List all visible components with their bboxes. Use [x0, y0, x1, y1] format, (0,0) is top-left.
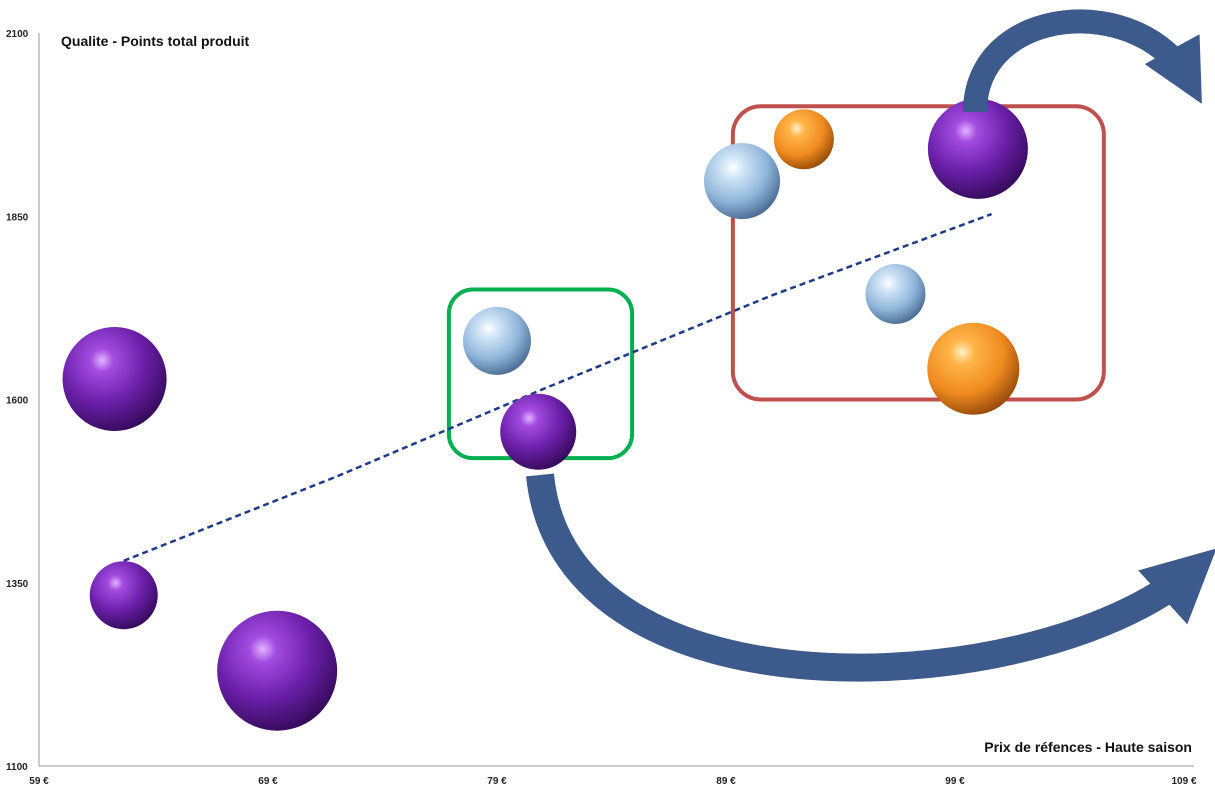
bubble-purple: [217, 610, 338, 731]
x-tick-label: 99 €: [945, 776, 965, 787]
curved-arrow-up-right: [963, 9, 1202, 113]
bubble-purple: [89, 561, 158, 630]
bubble-lightblue: [704, 143, 781, 220]
red-highlight-box: [730, 104, 1106, 402]
bubble-purple: [927, 98, 1028, 199]
x-tick-label: 59 €: [29, 776, 49, 787]
bubble-orange: [773, 109, 834, 170]
x-tick-label: 79 €: [487, 776, 507, 787]
bubble-lightblue: [463, 306, 531, 375]
y-tick-label: 1850: [6, 212, 29, 223]
bubble-purple: [500, 393, 577, 470]
trendline: [123, 212, 993, 562]
y-tick-label: 2100: [6, 29, 29, 40]
y-axis-title: Qualite - Points total produit: [61, 33, 250, 49]
x-tick-label: 69 €: [258, 776, 278, 787]
y-tick-label: 1100: [6, 762, 28, 773]
x-tick-label: 109 €: [1171, 776, 1196, 787]
x-tick-label: 89 €: [716, 776, 736, 787]
bubble-purple: [62, 326, 167, 431]
bubble-orange: [927, 322, 1020, 415]
bubble-series: [62, 98, 1028, 731]
x-axis-ticks: 59 € 69 € 79 € 89 € 99 € 109 €: [29, 776, 1197, 787]
curved-arrow-down-right: [526, 473, 1215, 682]
y-tick-label: 1600: [6, 396, 29, 407]
bubble-lightblue: [865, 263, 926, 324]
y-axis-ticks: 1100 1350 1600 1850 2100: [6, 29, 29, 773]
y-tick-label: 1350: [6, 579, 29, 590]
x-axis-title: Prix de réfences - Haute saison: [984, 739, 1192, 755]
